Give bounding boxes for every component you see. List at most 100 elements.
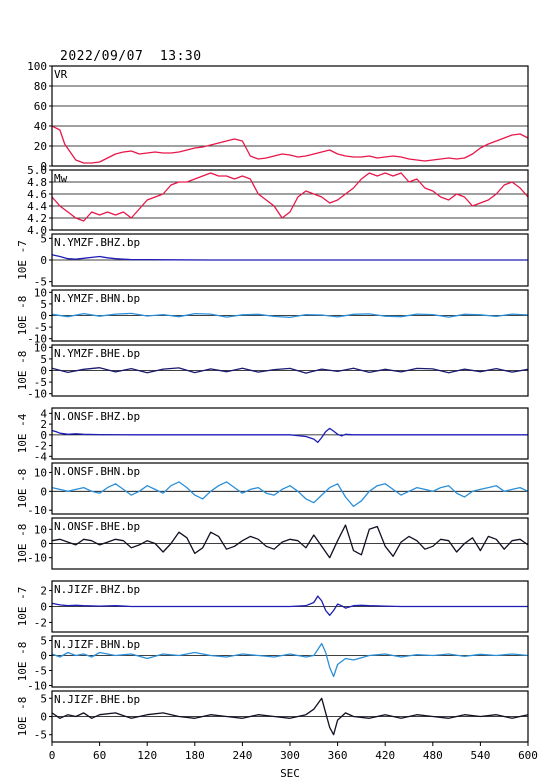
y-tick-label: 80 <box>34 80 47 93</box>
panel-frame <box>51 233 529 287</box>
series-line <box>51 481 529 508</box>
y-tick-label: 10 <box>34 286 47 299</box>
series-line <box>51 125 529 164</box>
x-axis-label: SEC <box>280 767 300 780</box>
panel-frame <box>51 517 529 570</box>
y-tick-label: 4.4 <box>27 200 47 213</box>
y-tick-label: 10 <box>34 341 47 354</box>
y-tick-label: 0 <box>40 365 47 378</box>
x-tick-label: 60 <box>93 749 106 762</box>
series-line <box>51 697 529 736</box>
panel-9: -10 -5 0 5 N.JIZF.BHN.bp 10E -8 <box>16 635 529 693</box>
y-tick-label: -10 <box>27 680 47 693</box>
panel-7: -100 10 N.ONSF.BHE.bp 10E -8 <box>16 517 529 570</box>
y-tick-label: 5.0 <box>27 164 47 177</box>
y-tick-label: 5 <box>40 232 47 245</box>
y-tick-label: 4 <box>40 407 47 420</box>
panel-2: -5 0 5 N.YMZF.BHZ.bp 10E -7 <box>16 232 529 289</box>
y-tick-label: 4.8 <box>27 176 47 189</box>
y-tick-label: 0 <box>40 310 47 323</box>
unit-label: 10E -8 <box>16 469 29 509</box>
unit-label: 10E -7 <box>16 587 29 627</box>
panel-frame <box>51 635 529 688</box>
x-tick-label: 480 <box>423 749 443 762</box>
x-tick-label: 420 <box>375 749 395 762</box>
y-tick-label: 0 <box>40 485 47 498</box>
y-tick-label: -10 <box>27 388 47 401</box>
y-tick-label: -10 <box>27 552 47 565</box>
panel-0: 0 20 40 60 80 100 VR <box>27 60 529 173</box>
y-tick-label: -10 <box>27 333 47 346</box>
chart-title: 2022/09/07 13:30 <box>60 49 202 64</box>
panel-frame <box>51 407 529 460</box>
unit-label: 10E -4 <box>16 413 29 453</box>
y-tick-label: 0 <box>40 711 47 724</box>
unit-label: 10E -8 <box>16 524 29 564</box>
panel-frame <box>51 344 529 397</box>
y-tick-label: -4 <box>34 450 48 463</box>
panel-label: VR <box>54 68 68 81</box>
series-line <box>51 524 529 559</box>
y-tick-label: -10 <box>27 504 47 517</box>
y-tick-label: 4.0 <box>27 224 47 237</box>
panel-label: N.YMZF.BHE.bp <box>54 347 140 360</box>
series-line <box>51 312 529 319</box>
y-tick-label: -5 <box>34 276 47 289</box>
y-tick-label: -5 <box>34 729 47 742</box>
y-tick-label: -5 <box>34 376 47 389</box>
panel-label: N.JIZF.BHE.bp <box>54 693 140 706</box>
panel-frame <box>51 462 529 515</box>
y-tick-label: 2 <box>40 585 47 598</box>
x-tick-label: 360 <box>328 749 348 762</box>
y-tick-label: 4.6 <box>27 188 47 201</box>
panel-label: N.ONSF.BHE.bp <box>54 520 140 533</box>
y-tick-label: 60 <box>34 100 47 113</box>
series-line <box>51 254 528 261</box>
y-tick-label: 0 <box>40 160 47 173</box>
panel-frame <box>51 580 529 633</box>
y-tick-label: 5 <box>40 635 47 648</box>
y-tick-label: 10 <box>34 466 47 479</box>
y-tick-label: 0 <box>40 538 47 551</box>
y-tick-label: 0 <box>40 254 47 267</box>
panel-label: N.YMZF.BHZ.bp <box>54 236 140 249</box>
panel-label: N.JIZF.BHZ.bp <box>54 583 140 596</box>
panel-frame <box>51 289 529 342</box>
x-tick-label: 300 <box>280 749 300 762</box>
unit-label: 10E -8 <box>16 642 29 682</box>
y-tick-label: 4.2 <box>27 212 47 225</box>
y-tick-label: 5 <box>40 692 47 705</box>
y-tick-label: 0 <box>40 429 47 442</box>
series-line <box>51 367 529 374</box>
panel-label: N.YMZF.BHN.bp <box>54 292 140 305</box>
y-tick-label: 5 <box>40 298 47 311</box>
y-tick-label: 2 <box>40 418 47 431</box>
unit-label: 10E -7 <box>16 240 29 280</box>
x-tick-label: 600 <box>518 749 538 762</box>
panel-frame <box>51 169 529 231</box>
series-line <box>51 427 528 444</box>
panel-6: -10 0 10 N.ONSF.BHN.bp 10E -8 <box>16 462 529 517</box>
unit-label: 10E -8 <box>16 351 29 391</box>
y-tick-label: 40 <box>34 120 47 133</box>
y-tick-label: -5 <box>34 665 47 678</box>
x-tick-label: 0 <box>49 749 56 762</box>
unit-label: 10E -8 <box>16 697 29 737</box>
y-tick-label: 5 <box>40 353 47 366</box>
y-tick-label: 0 <box>40 650 47 663</box>
y-tick-label: 100 <box>27 60 47 73</box>
panel-label: N.ONSF.BHZ.bp <box>54 410 140 423</box>
panel-label: N.ONSF.BHN.bp <box>54 465 140 478</box>
x-tick-label: 540 <box>470 749 490 762</box>
x-tick-label: 120 <box>137 749 157 762</box>
y-tick-label: -5 <box>34 321 47 334</box>
panel-frame <box>51 65 529 167</box>
y-tick-label: 10 <box>34 523 47 536</box>
x-tick-label: 180 <box>185 749 205 762</box>
panel-label: Mw <box>54 172 68 185</box>
panel-label: N.JIZF.BHN.bp <box>54 638 140 651</box>
